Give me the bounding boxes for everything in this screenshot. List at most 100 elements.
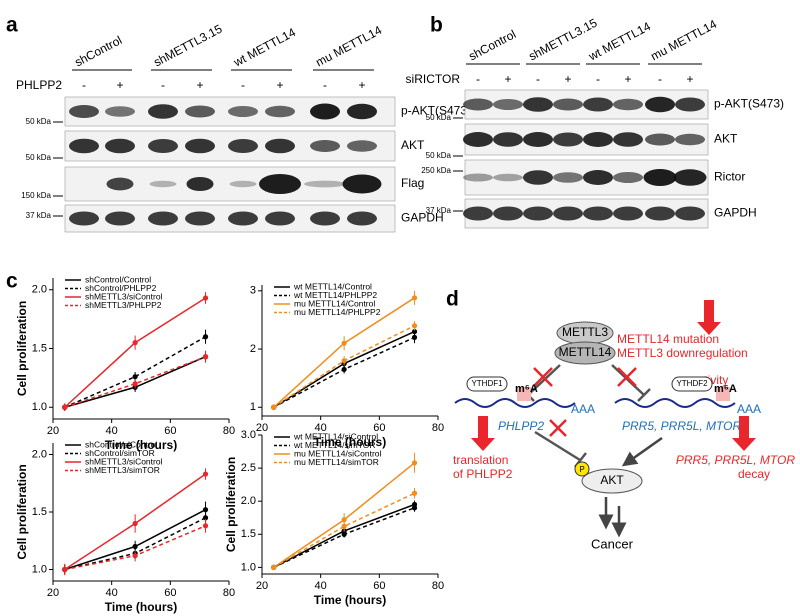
legend-label: shMETTL3/siControl [85,291,163,301]
marker-label: 50 kDa [26,117,52,126]
blot-band [463,98,493,111]
point [341,366,347,373]
y-tick-label: 1.0 [241,561,256,573]
point [132,374,138,380]
y-tick-label: 3.0 [241,429,256,441]
writer-label: METTL14 [559,345,612,359]
blot-band [105,138,135,154]
blot-band [643,169,677,186]
point [132,340,138,346]
marker-label: 50 kDa [426,151,452,160]
blot-band [583,132,613,147]
reader-shape [466,376,508,392]
sign-label: + [276,78,283,92]
x-tick-label: 40 [315,422,327,434]
blot-band [304,180,346,188]
blot-band [493,132,523,147]
blot-band [310,140,340,152]
point [202,507,209,513]
marker-label: 50 kDa [426,113,452,122]
y-tick-label: 1 [250,401,256,413]
y-tick-label: 1.5 [241,528,256,540]
blot-band [342,174,382,194]
y-axis-title: Cell proliferation [15,301,29,396]
y-tick-label: 1.0 [32,563,47,575]
blot-band [185,211,215,226]
effect-label: of PHLPP2 [453,467,513,481]
blot-band [645,133,675,146]
blot-band [463,206,493,221]
polya: AAA [737,402,761,416]
blot-band [613,98,643,111]
sign-label: + [564,72,571,86]
point [341,531,347,537]
row-label: Flag [401,176,424,190]
sign-label: - [82,78,86,92]
blot-band [106,177,134,191]
x-tick-label: 80 [223,425,235,437]
legend-label: mu METTL14/simTOR [294,457,379,467]
blot-band [69,105,99,118]
x-tick-label: 20 [256,580,268,592]
x-tick-label: 20 [47,425,59,437]
legend-label: shControl/simTOR [85,448,155,458]
sign-label: + [504,72,511,86]
down-arrow [697,300,721,335]
blot-band [673,169,707,186]
writer-shape [554,341,616,365]
point [202,334,209,340]
effect-label: PRR5, PRR5L, MTOR [676,453,795,467]
blot-band [148,104,178,119]
group-label: shMETTL3.15 [151,22,224,70]
blot-band [347,140,377,152]
sign-label: + [196,78,203,92]
reader-label: YTHDF1 [471,379,503,388]
point [411,505,418,511]
polya: AAA [571,402,595,416]
blot-band [265,105,295,118]
blot-band [645,96,675,113]
treatment-label: siRICTOR [406,72,461,86]
y-axis-title: Cell proliferation [224,457,238,552]
reader-shape [671,376,713,392]
row-label: p-AKT(S473) [714,97,784,111]
effect-label: decay [738,467,770,481]
blot-band [675,97,705,112]
legend-label: mu METTL14/siControl [294,448,381,458]
blot-band [493,206,523,221]
blot-band [583,206,613,221]
x-tick-label: 60 [164,425,176,437]
blot-band [645,206,675,221]
outcome-label: Cancer [591,536,634,551]
x-tick-label: 60 [164,587,176,599]
y-tick-label: 2.0 [32,284,47,296]
legend-label: shControl/Control [85,274,151,284]
treatment-label: PHLPP2 [16,78,62,92]
phospho-label: P [579,465,584,474]
legend-label: shMETTL3/simTOR [85,465,160,475]
sign-label: - [658,72,662,86]
blot-band [149,180,177,188]
inhibition [534,430,581,462]
sign-label: + [624,72,631,86]
x-tick-label: 40 [106,425,118,437]
sign-label: - [161,78,165,92]
point [132,543,138,550]
blot-band [583,170,613,185]
sign-label: - [536,72,540,86]
group-label: mu METTL14 [648,17,719,64]
panel-letter: d [446,288,459,311]
row-label: p-AKT(S473) [401,104,471,118]
mrna [454,398,576,408]
point [341,523,347,529]
blot-band [228,106,258,117]
legend-label: wt METTL14/siControl [293,431,378,441]
group-label: mu METTL14 [313,23,384,70]
diagram: d METTL3 METTL14 METTL14 mutation METTL3… [446,288,795,552]
row-label: GAPDH [714,206,757,220]
blot-band [228,139,258,153]
point [411,323,418,329]
point [62,566,68,573]
blot-band [675,206,705,221]
legend-label: shMETTL3/PHLPP2 [85,300,162,310]
